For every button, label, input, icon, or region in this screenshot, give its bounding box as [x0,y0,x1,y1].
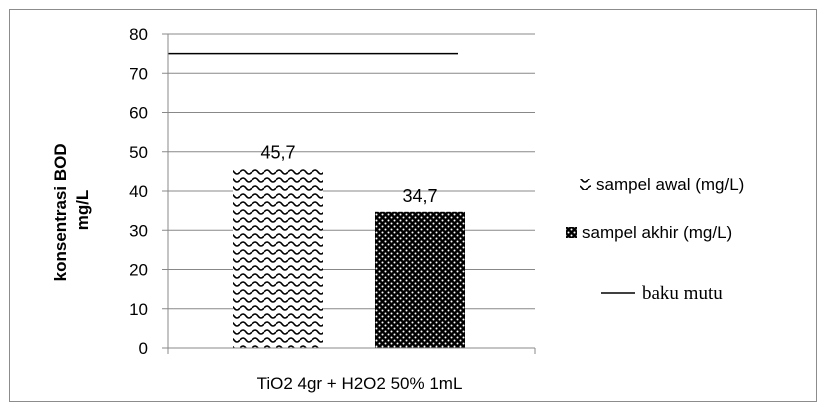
bar-sampel-awal [233,168,323,348]
y-tick-0: 0 [139,339,148,358]
y-tick-60: 60 [129,104,148,123]
legend: sampel awal (mg/L) sampel akhir (mg/L) bak… [566,175,744,304]
y-axis-title-line1: konsentrasi BOD [51,143,70,281]
bars: 45,7 34,7 [233,143,465,348]
y-tick-labels: 0 10 20 30 40 50 60 70 80 [129,25,148,358]
legend-label-baku-mutu: baku mutu [642,283,723,304]
gridlines [168,33,535,310]
legend-label-sampel-akhir: sampel akhir (mg/L) [582,223,732,242]
y-tick-10: 10 [129,300,148,319]
y-axis-title-line2: mg/L [73,190,92,231]
legend-label-sampel-awal: sampel awal (mg/L) [596,175,744,194]
y-axis-title: konsentrasi BOD mg/L [51,139,92,282]
x-category-label: TiO2 4gr + H2O2 50% 1mL [257,374,463,393]
y-tick-80: 80 [129,25,148,44]
data-label-sampel-akhir: 34,7 [402,186,437,206]
x-tick-labels: TiO2 4gr + H2O2 50% 1mL [257,374,463,393]
chart-frame [9,9,817,402]
y-tick-40: 40 [129,182,148,201]
y-tick-20: 20 [129,261,148,280]
y-tick-50: 50 [129,143,148,162]
bar-sampel-akhir [375,211,465,348]
legend-swatch-sampel-awal [580,179,591,190]
y-tick-30: 30 [129,221,148,240]
y-tick-70: 70 [129,64,148,83]
data-label-sampel-awal: 45,7 [260,143,295,163]
legend-swatch-sampel-akhir [566,227,577,238]
axes [162,33,536,354]
